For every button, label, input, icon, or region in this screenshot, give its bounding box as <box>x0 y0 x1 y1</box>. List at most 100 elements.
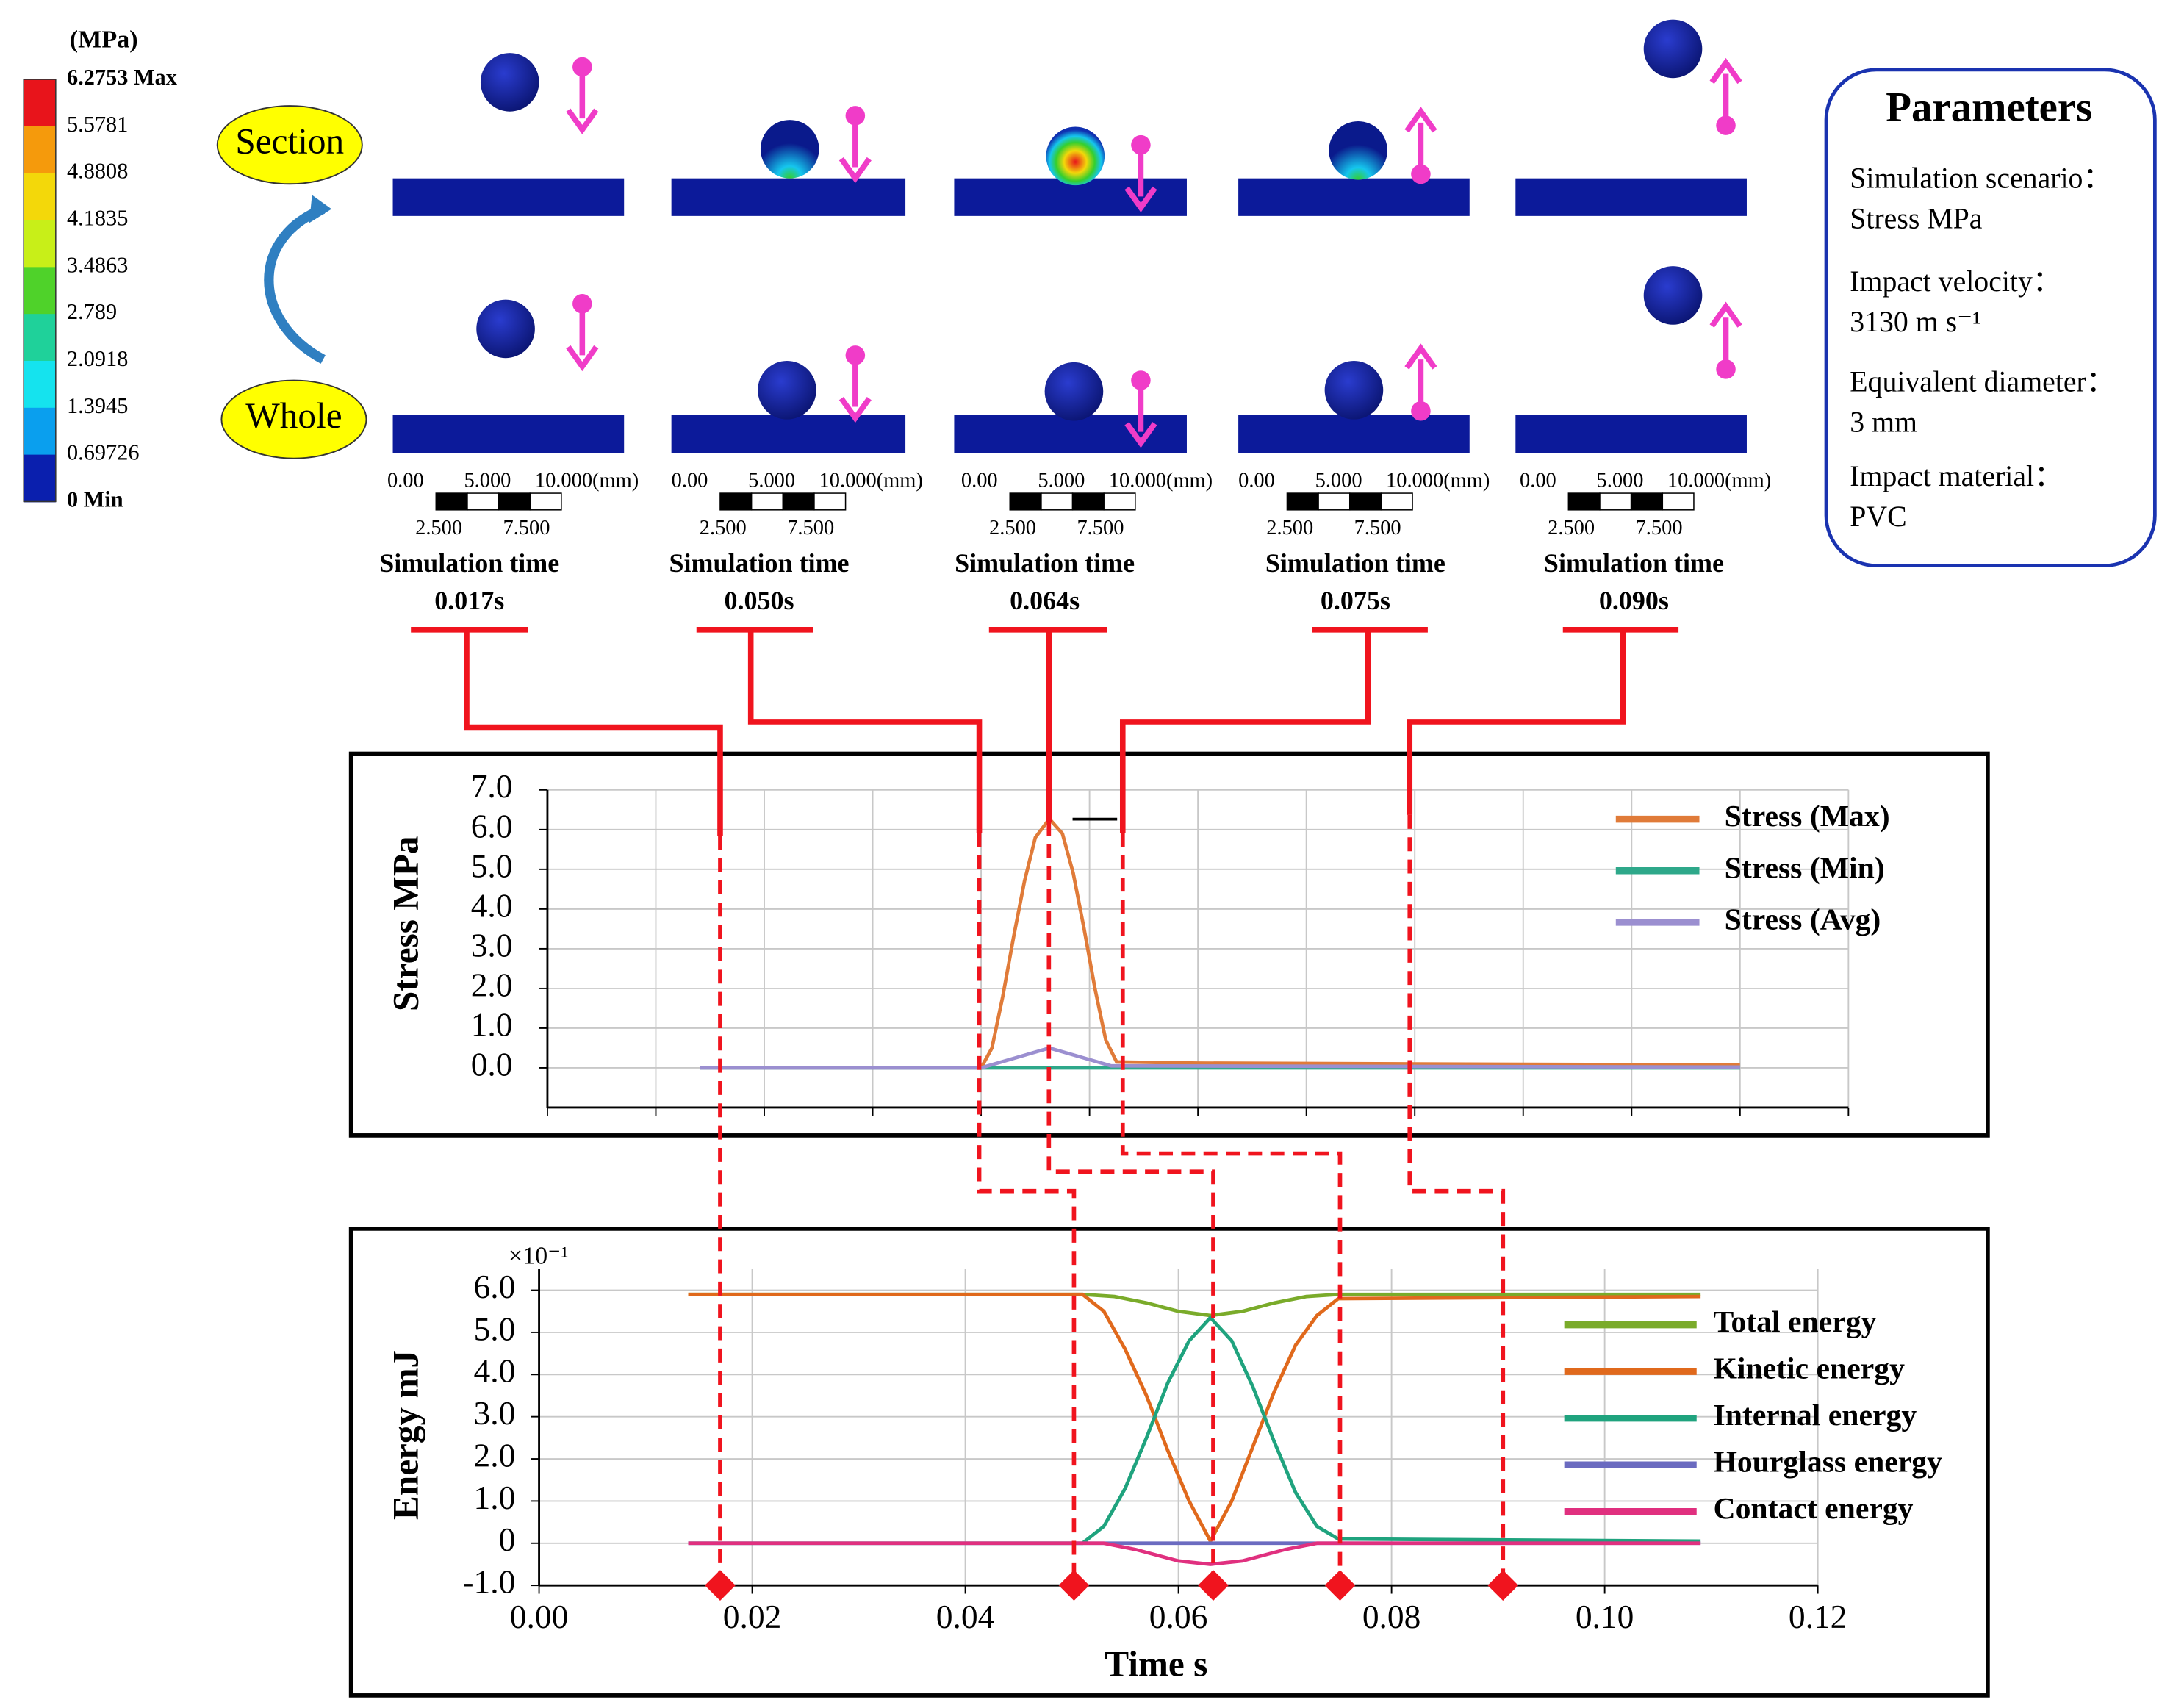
colorbar-label: 0 Min <box>67 487 123 512</box>
scale-bar-segment <box>1071 492 1105 511</box>
legend-label: Total energy <box>1713 1305 1876 1339</box>
velocity-arrow-tail <box>1131 370 1151 390</box>
scale-bar-label: 7.500 <box>503 517 550 539</box>
velocity-arrow-tail <box>845 106 866 126</box>
projectile-whole <box>1643 266 1703 325</box>
projectile-section <box>760 120 819 179</box>
connector-dashed <box>1046 822 1215 1586</box>
series-line <box>688 1315 1701 1546</box>
colorbar-label: 2.789 <box>67 299 117 324</box>
scale-bar-segment <box>1567 492 1601 511</box>
colorbar-label: 0.69726 <box>67 440 140 465</box>
view-badge <box>216 105 363 185</box>
colorbar-segment <box>24 314 56 362</box>
target-plate <box>671 178 906 216</box>
legend-label: Stress (Max) <box>1725 800 1890 833</box>
scale-bar-segment <box>498 492 531 511</box>
colorbar-segment <box>24 454 56 503</box>
parameter-value: Stress MPa <box>1850 203 1983 235</box>
connector-solid <box>1407 627 1679 815</box>
y-tick-label: -1.0 <box>462 1563 515 1601</box>
projectile-section <box>1329 121 1387 180</box>
time-marker <box>1058 1570 1090 1601</box>
velocity-arrow-head <box>1709 301 1742 328</box>
scale-bar-segment <box>1380 492 1413 511</box>
y-tick-label: 1.0 <box>471 1005 513 1043</box>
colorbar-label: 5.5781 <box>67 112 128 137</box>
projectile-section <box>1643 19 1703 79</box>
x-tick-label: 0.02 <box>723 1598 782 1635</box>
snapshot-time: 0.075s <box>1321 586 1390 615</box>
colorbar-border <box>23 79 57 503</box>
series-line <box>700 816 1740 1070</box>
view-label: Section <box>235 121 344 161</box>
parameters-title: Parameters <box>1886 85 2092 131</box>
stress-frame <box>348 751 1990 1138</box>
time-marker <box>1487 1570 1519 1601</box>
velocity-arrow-head <box>566 345 599 372</box>
parameter-value: 3 mm <box>1850 406 1917 438</box>
snapshot-caption: Simulation time <box>379 548 559 578</box>
scale-bar-label: 10.000(mm) <box>819 469 923 492</box>
series-line <box>688 1292 1701 1545</box>
scale-bar-label: 7.500 <box>1354 517 1401 539</box>
legend-label: Contact energy <box>1713 1492 1913 1526</box>
velocity-arrow-head <box>1709 57 1742 85</box>
y-tick-label: 6.0 <box>473 1268 515 1305</box>
scale-bar-segment <box>813 492 847 511</box>
x-tick-label: 0.10 <box>1576 1598 1634 1635</box>
legend-label: Stress (Avg) <box>1725 903 1881 936</box>
time-marker <box>1324 1570 1356 1601</box>
projectile-whole <box>476 299 535 359</box>
y-tick-label: 0 <box>499 1521 516 1558</box>
connector-solid <box>696 627 983 833</box>
velocity-arrow-head <box>1404 107 1437 133</box>
velocity-arrow-head <box>838 157 872 184</box>
scale-bar-label: 10.000(mm) <box>1109 469 1213 492</box>
scale-bar-segment <box>1041 492 1074 511</box>
scale-bar-label: 5.000 <box>464 469 511 492</box>
scale-bar-label: 0.00 <box>1520 469 1556 492</box>
y-tick-label: 4.0 <box>473 1352 515 1390</box>
colorbar-segment <box>24 126 56 174</box>
y-tick-label: 6.0 <box>471 807 513 844</box>
parameter-name: Simulation scenario： <box>1850 162 2112 195</box>
x-tick-label: 0.04 <box>936 1598 995 1635</box>
parameter-name: Impact velocity： <box>1850 265 2061 298</box>
y-multiplier: ×10⁻¹ <box>509 1243 569 1270</box>
colorbar-segment <box>24 267 56 315</box>
scale-bar-label: 2.500 <box>1266 517 1313 539</box>
scale-bar-segment <box>1103 492 1136 511</box>
scale-bar-label: 5.000 <box>1038 469 1085 492</box>
projectile-whole <box>1324 360 1384 420</box>
connector-solid <box>1119 627 1428 833</box>
y-tick-label: 2.0 <box>473 1436 515 1474</box>
legend-label: Kinetic energy <box>1713 1352 1905 1386</box>
scale-bar-segment <box>529 492 562 511</box>
connector-dashed <box>1120 833 1343 1586</box>
scale-bar-label: 5.000 <box>1597 469 1644 492</box>
scale-bar-label: 10.000(mm) <box>1667 469 1771 492</box>
scale-bar-label: 0.00 <box>387 469 424 492</box>
x-tick-label: 0.00 <box>510 1598 569 1635</box>
parameter-name: Equivalent diameter： <box>1850 365 2115 398</box>
y-axis-label: Stress MPa <box>386 836 426 1012</box>
velocity-arrow-head <box>838 396 872 423</box>
scale-bar-segment <box>1318 492 1351 511</box>
colorbar-label: 2.0918 <box>67 346 128 371</box>
y-tick-label: 5.0 <box>473 1310 515 1347</box>
velocity-arrow-head <box>566 108 599 134</box>
time-marker <box>1198 1570 1229 1601</box>
colorbar-label: 6.2753 Max <box>67 65 177 90</box>
colorbar-label: 4.8808 <box>67 159 128 184</box>
velocity-arrow-head <box>1124 186 1157 213</box>
view-label: Whole <box>245 395 342 436</box>
series-line <box>688 1541 1701 1566</box>
snapshot-caption: Simulation time <box>955 548 1135 578</box>
scale-bar-segment <box>1599 492 1632 511</box>
energy-frame <box>348 1227 1990 1698</box>
x-tick-label: 0.08 <box>1362 1598 1421 1635</box>
colorbar-label: 3.4863 <box>67 252 128 277</box>
connector-solid <box>988 627 1107 822</box>
